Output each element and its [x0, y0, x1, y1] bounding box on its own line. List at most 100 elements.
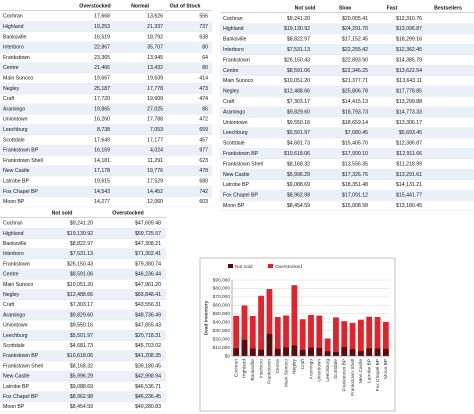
cell: 556 [199, 14, 208, 20]
cell: 17,668 [94, 14, 110, 20]
cell: 14,181 [94, 158, 110, 164]
y-axis-label: Dead Inventory [203, 300, 209, 335]
cell: 659 [199, 127, 208, 133]
cell: $9,088.69 [70, 384, 93, 390]
bar [374, 348, 381, 356]
row-stripe [0, 269, 166, 280]
cell: 414 [199, 75, 208, 81]
row-stripe [0, 248, 166, 259]
cell: $14,131.21 [396, 182, 422, 188]
cell: 19,865 [94, 106, 110, 112]
cell: $8,591.06 [287, 68, 310, 74]
row-label: Frankstown [223, 57, 250, 63]
cell: $9,550.16 [70, 323, 93, 329]
row-label: New Castle [223, 172, 250, 178]
cell: $47,308.21 [135, 241, 161, 247]
cell: 457 [199, 137, 208, 143]
cell: $5,996.29 [70, 374, 93, 380]
cell: $13,291.61 [396, 172, 422, 178]
cell: $12,488.66 [284, 89, 310, 95]
cell: $8,822.97 [70, 241, 93, 247]
bar [333, 317, 339, 356]
row-label: New Castle [3, 168, 30, 174]
cell: $4,681.73 [287, 141, 310, 147]
cell: 17,177 [147, 137, 163, 143]
bar [249, 348, 256, 356]
bar [274, 316, 281, 356]
cell: 19,253 [94, 24, 110, 30]
cell: $8,454.59 [70, 404, 93, 410]
cell: $47,855.43 [135, 323, 161, 329]
cell: $13,643.11 [396, 78, 422, 84]
cell: $18,351.48 [342, 182, 368, 188]
row-label: Uniontown [3, 323, 28, 329]
cell: $18,299.16 [396, 37, 422, 43]
row-label: Frankstown BP [3, 353, 39, 359]
cell: $12,911.66 [396, 151, 422, 157]
cell: 17,178 [94, 168, 110, 174]
row-stripe [0, 165, 212, 176]
bar [366, 316, 373, 356]
bar [283, 315, 289, 356]
cell: $12,488.66 [67, 292, 93, 298]
cell: $7,531.13 [287, 47, 310, 53]
bar [324, 338, 331, 356]
bar [341, 321, 348, 356]
bar [266, 333, 273, 356]
row-label: Moon BP [3, 404, 25, 410]
cell: $18,793.73 [342, 109, 368, 115]
row-stripe [0, 289, 166, 300]
cell: $8,591.06 [70, 272, 93, 278]
cell: $10,618.06 [284, 151, 310, 157]
cell: 680 [199, 178, 208, 184]
cell: 14,452 [147, 189, 163, 195]
legend-label: Not sold [235, 264, 253, 270]
cell: $19,130.92 [67, 231, 93, 237]
cell: $24,291.70 [342, 26, 368, 32]
cell: $9,550.16 [287, 120, 310, 126]
row-stripe [0, 124, 212, 135]
row-stripe [0, 21, 212, 32]
row-label: Main Sunoco [3, 282, 33, 288]
row-label: Interboro [223, 47, 244, 53]
row-label: Aramingo [3, 106, 25, 112]
column-header: Fast [387, 5, 398, 11]
cell: 16,519 [94, 34, 110, 40]
x-tick-label: Frankstown [267, 359, 273, 384]
row-label: Leechburg [3, 127, 28, 133]
cell: $45,703.02 [135, 343, 161, 349]
row-label: Craft [223, 99, 235, 105]
cell: $13,180.45 [396, 203, 422, 209]
x-tick-label: Highland [242, 359, 248, 378]
cell: $14,385.79 [396, 57, 422, 63]
bar [241, 305, 248, 356]
column-header: Not sold [295, 5, 316, 11]
cell: 80 [202, 45, 208, 51]
row-label: Banksville [223, 37, 246, 43]
row-stripe [220, 23, 474, 34]
cell: 17,649 [94, 137, 110, 143]
cell: $22,255.42 [342, 47, 368, 53]
cell: 13,432 [147, 65, 163, 71]
bar [299, 349, 306, 356]
column-header: Overstocked [112, 210, 143, 216]
x-tick-label: Craft [300, 358, 306, 369]
x-tick-label: Leechburg [325, 359, 331, 382]
column-header: Overstocked [79, 3, 110, 9]
cell: $5,501.97 [287, 130, 310, 136]
row-label: Highland [3, 231, 24, 237]
row-label: Frankstown BP [223, 151, 259, 157]
y-tick-label: $80,000 [213, 286, 231, 292]
row-stripe [0, 371, 166, 382]
bar [308, 347, 314, 356]
cell: $48,736.49 [135, 312, 161, 318]
cell: 23,365 [94, 55, 110, 61]
cell: $7,531.13 [70, 251, 93, 257]
x-tick-label: Main Sunoco [283, 359, 289, 387]
bar [249, 316, 256, 356]
cell: 742 [199, 189, 208, 195]
cell: 86 [202, 106, 208, 112]
row-stripe [0, 83, 212, 94]
cell: $11,218.99 [396, 161, 422, 167]
x-tick-label: New Castle [358, 359, 364, 384]
